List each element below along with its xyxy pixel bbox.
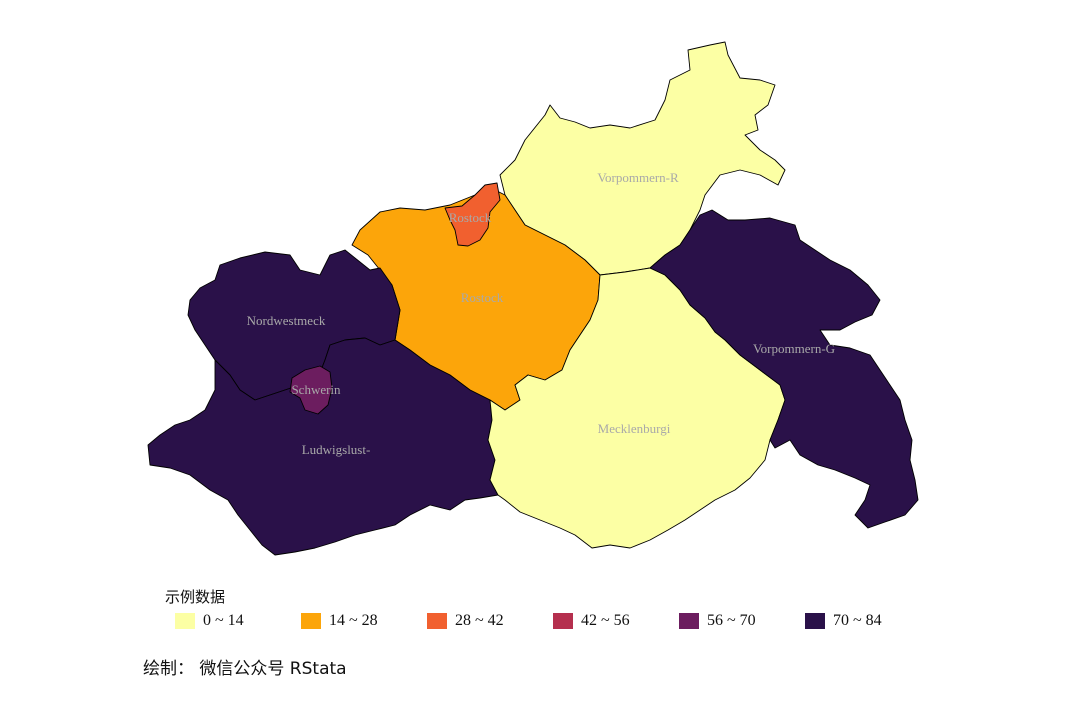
legend-label: 70 ~ 84: [833, 612, 882, 629]
legend-swatch: [175, 613, 195, 629]
legend-label: 14 ~ 28: [329, 612, 378, 629]
region-label-rostock: Rostock: [461, 290, 504, 305]
legend-label: 0 ~ 14: [203, 612, 244, 629]
region-ludwigslust: [147, 337, 499, 556]
legend-item: 14 ~ 28: [301, 612, 427, 630]
region-label-ludwigslust: Ludwigslust-: [302, 442, 371, 457]
region-rostock-city: [444, 182, 501, 247]
legend-item: 0 ~ 14: [175, 612, 301, 630]
legend-label: 56 ~ 70: [707, 612, 756, 629]
legend-swatch: [679, 613, 699, 629]
map-legend: 示例数据 0 ~ 14 14 ~ 28 28 ~ 42 42 ~ 56 56 ~…: [165, 586, 925, 636]
region-label-schwerin: Schwerin: [291, 382, 341, 397]
region-vorpommern-g: [649, 209, 919, 529]
region-label-nordwestmeck: Nordwestmeck: [247, 313, 326, 328]
region-label-vorpommern-g: Vorpommern-G: [753, 341, 835, 356]
legend-swatch: [301, 613, 321, 629]
legend-swatch: [427, 613, 447, 629]
legend-label: 28 ~ 42: [455, 612, 504, 629]
legend-items: 0 ~ 14 14 ~ 28 28 ~ 42 42 ~ 56 56 ~ 70 7…: [175, 612, 931, 630]
legend-item: 56 ~ 70: [679, 612, 805, 630]
legend-label: 42 ~ 56: [581, 612, 630, 629]
legend-item: 28 ~ 42: [427, 612, 553, 630]
legend-swatch: [805, 613, 825, 629]
legend-item: 42 ~ 56: [553, 612, 679, 630]
legend-item: 70 ~ 84: [805, 612, 931, 630]
caption: 绘制： 微信公众号 RStata: [143, 659, 347, 679]
legend-swatch: [553, 613, 573, 629]
region-label-mecklenburgi: Mecklenburgi: [598, 421, 671, 436]
legend-title: 示例数据: [165, 588, 226, 606]
region-label-rostock-city: Rostock: [449, 210, 492, 225]
region-label-vorpommern-r: Vorpommern-R: [597, 170, 679, 185]
region-schwerin: [289, 365, 333, 415]
